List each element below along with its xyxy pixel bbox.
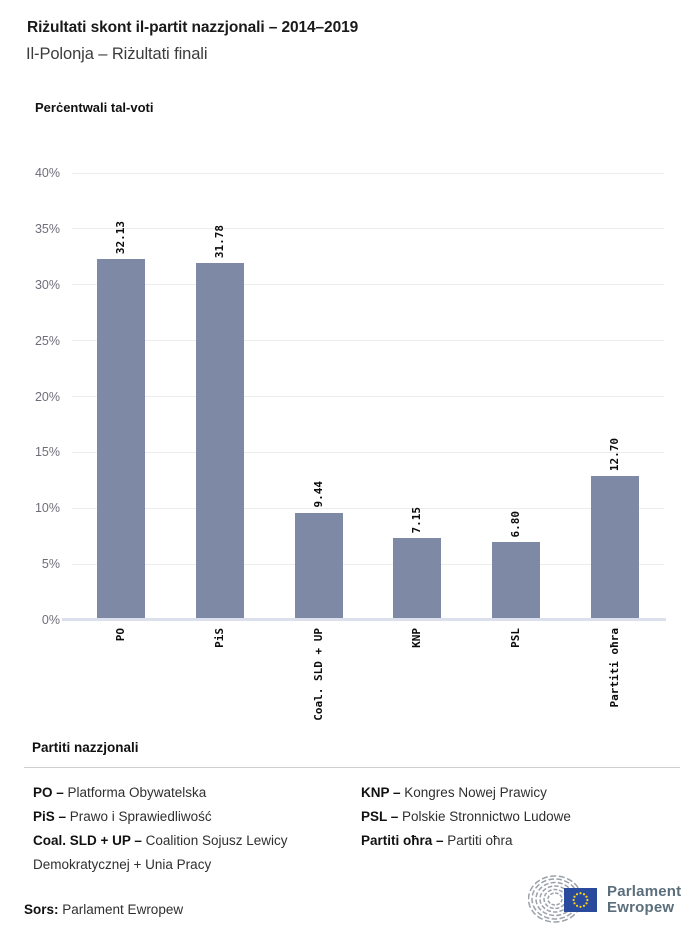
x-tick-label: PO [114,628,128,642]
eu-flag-icon [564,888,597,912]
legend-name: Coalition Sojusz Lewicy Demokratycznej +… [33,833,288,872]
legend-abbr: PO – [33,785,68,800]
y-tick-label: 25% [34,333,60,348]
legend-entry: PO – Platforma Obywatelska [33,781,338,805]
y-tick-label: 10% [34,501,60,516]
page-title: Riżultati skont il-partit nazzjonali – 2… [27,19,359,36]
ep-logo: Parlament Ewropew [528,875,681,925]
legend-entry: Partiti oħra – Partiti oħra [361,829,676,853]
bar-KNP [393,538,442,618]
legend-name: Prawo i Sprawiedliwość [69,809,212,824]
bar-value-label: 32.13 [114,220,128,254]
legend-name: Platforma Obywatelska [67,785,207,800]
gridline [72,396,664,397]
gridline [72,563,664,565]
logo-line1: Parlament [607,883,682,900]
gridline [72,340,664,342]
bar-PSL [492,542,540,618]
legend-entry: Coal. SLD + UP – Coalition Sojusz Lewicy… [33,829,338,877]
source-value: Parlament Ewropew [62,902,184,917]
gridline [72,507,664,509]
bar-PiS [196,262,244,618]
logo-wordmark: Parlament Ewropew [607,884,681,916]
bar-value-label: 6.80 [509,510,522,538]
bar-Partiti-o-ra [590,476,639,618]
x-axis-line [62,618,666,621]
y-tick-label: 15% [34,445,60,460]
page-subtitle: Il-Polonja – Riżultati finali [26,45,208,63]
bar-value-label: 12.70 [607,437,621,472]
bar-PO [97,258,146,618]
y-tick-label: 35% [34,221,60,236]
x-tick-label: PiS [213,628,226,648]
x-tick-label: PSL [509,628,522,648]
gridline [72,172,664,174]
legend-heading: Partiti nazzjonali [32,740,139,755]
bar-value-label: 31.78 [213,224,226,258]
hemicycle-icon [528,875,597,923]
y-tick-label: 40% [34,166,60,180]
x-tick-label: KNP [410,628,424,648]
x-tick-label: Coal. SLD + UP [311,628,325,721]
legend-abbr: PSL – [361,809,403,824]
legend-abbr: Partiti oħra – [361,833,448,848]
legend-entry: KNP – Kongres Nowej Prawicy [361,781,676,805]
legend-entry: PSL – Polskie Stronnictwo Ludowe [361,805,676,829]
source-line: Sors: Parlament Ewropew [24,902,183,917]
legend-name: Partiti oħra [447,833,513,848]
y-tick-label: 0% [41,613,60,627]
legend-abbr: KNP – [361,785,405,800]
legend-column-left: PO – Platforma Obywatelska PiS – Prawo i … [33,781,338,877]
y-tick-label: 20% [34,389,60,404]
y-tick-label: 30% [34,277,60,292]
legend-name: Polskie Stronnictwo Ludowe [402,809,571,824]
legend-name: Kongres Nowej Prawicy [404,785,547,800]
gridline [72,228,664,230]
legend-entry: PiS – Prawo i Sprawiedliwość [33,805,338,829]
legend-divider [24,767,680,768]
logo-line2: Ewropew [607,899,675,916]
y-axis-title: Perċentwali tal-voti [35,100,154,115]
gridline [72,451,664,453]
legend-abbr: Coal. SLD + UP – [33,833,146,848]
bar-value-label: 9.44 [311,481,325,508]
x-tick-label: Partiti oħra [607,628,621,708]
bar-Coal-SLD-UP [294,512,343,618]
y-tick-label: 5% [41,557,60,572]
legend-abbr: PiS – [33,809,70,824]
legend-column-right: KNP – Kongres Nowej Prawicy PSL – Polskie… [361,781,676,853]
plot-area: 0% 5% 10% 15% 20% 25% 30% 35% 40% 32.13 PO 31.78 PiS… [35,166,666,721]
gridline [72,284,664,286]
bar-value-label: 7.15 [410,506,424,534]
source-label: Sors: [24,902,59,917]
